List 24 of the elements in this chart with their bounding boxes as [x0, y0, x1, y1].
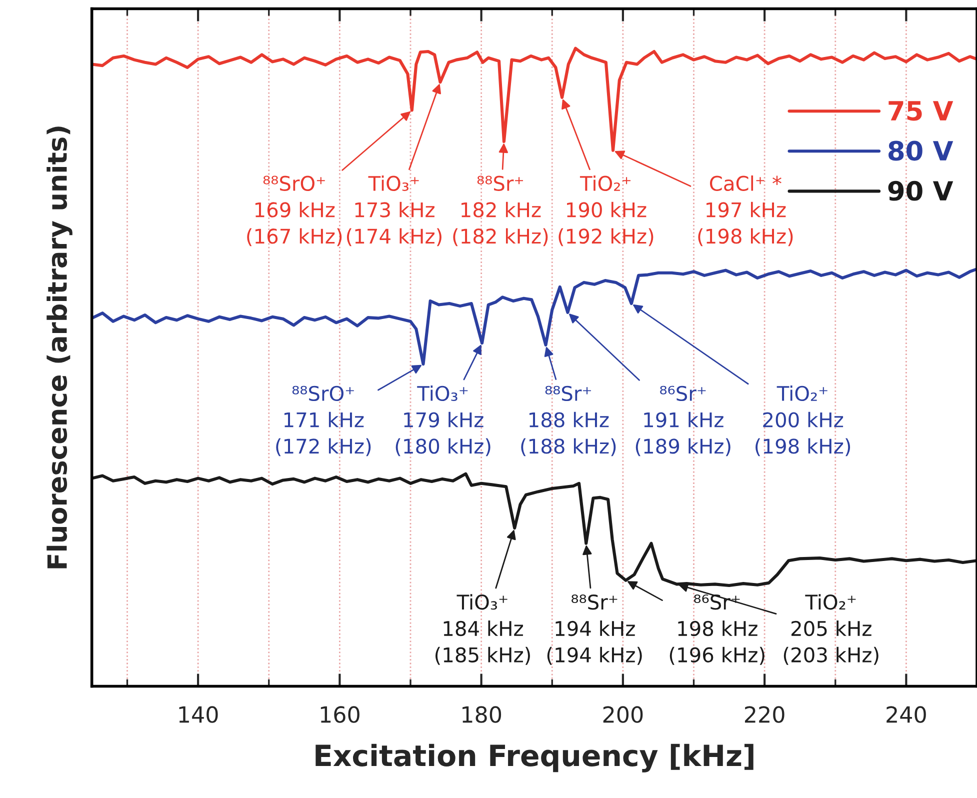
- annotation: CaCl⁺ * 197 kHz (198 kHz): [698, 175, 793, 246]
- x-tick-label: 140: [179, 706, 218, 723]
- annotation: ⁸⁸Sr⁺ 188 kHz (188 kHz): [521, 386, 616, 456]
- annotation: TiO₂⁺ 205 kHz (203 kHz): [784, 594, 878, 665]
- x-tick-label: 160: [320, 706, 360, 723]
- annotation: TiO₂⁺ 190 kHz (192 kHz): [558, 175, 654, 246]
- annotation: ⁸⁸SrO⁺ 169 kHz (167 kHz): [247, 176, 342, 246]
- x-tick-label: 240: [886, 706, 926, 723]
- x-tick-label: 180: [462, 706, 502, 723]
- annotation: ⁸⁸Sr⁺ 182 kHz (182 kHz): [453, 176, 548, 246]
- annotation: ⁸⁶Sr⁺ 191 kHz (189 kHz): [636, 386, 730, 456]
- legend-label: 90 V: [888, 180, 954, 201]
- x-axis-title: Excitation Frequency [kHz]: [316, 744, 754, 772]
- x-tick-label: 220: [744, 706, 784, 723]
- annotation: ⁸⁸Sr⁺ 194 kHz (194 kHz): [547, 594, 642, 665]
- legend-label: 75 V: [888, 101, 954, 121]
- legend-label: 80 V: [888, 140, 954, 161]
- annotation: TiO₂⁺ 200 kHz (198 kHz): [756, 385, 850, 456]
- annotation: TiO₃⁺ 179 kHz (180 kHz): [396, 385, 490, 456]
- annotation: TiO₃⁺ 184 kHz (185 kHz): [435, 594, 530, 665]
- annotation: ⁸⁸SrO⁺ 171 kHz (172 kHz): [276, 386, 371, 456]
- y-axis-title: Fluorescence (arbitrary units): [46, 126, 72, 568]
- x-tick-label: 200: [603, 706, 643, 723]
- annotation: TiO₃⁺ 173 kHz (174 kHz): [346, 175, 442, 246]
